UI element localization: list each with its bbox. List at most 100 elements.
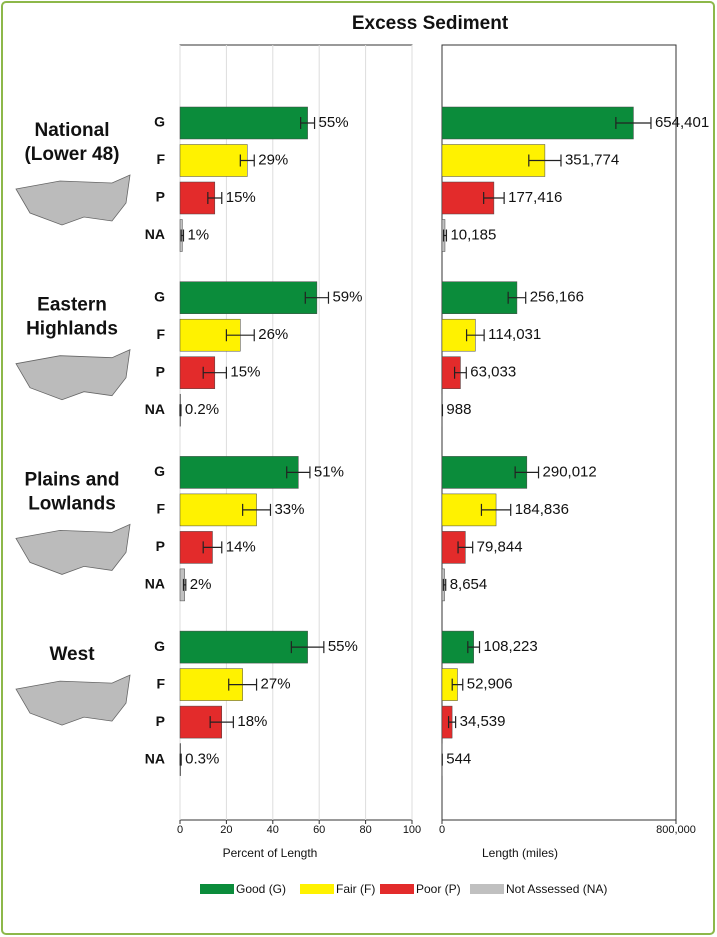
region-map [15,674,131,726]
region-map [15,349,131,401]
bar [179,106,308,140]
bar-label: P [156,363,165,379]
error-bar [239,154,255,167]
x-tick-label: 20 [220,824,232,836]
region-name: Highlands [26,319,118,340]
value-label: 52,906 [467,676,513,693]
bar-label: NA [145,401,165,417]
value-label: 51% [314,463,344,480]
bar-label: F [156,151,165,167]
bar-label: G [154,638,165,654]
error-bar [483,192,505,204]
value-label: 63,033 [470,364,516,381]
bar-label: F [156,501,165,517]
value-label: 0.2% [185,401,219,418]
legend-label: Poor (P) [416,882,461,896]
value-label: 18% [237,713,267,730]
legend-swatch [200,884,234,894]
region-name: Plains and [24,469,119,490]
value-label: 27% [261,676,291,693]
bar-label: F [156,675,165,691]
x-tick-label: 0 [439,824,445,836]
bar-label: P [156,713,165,729]
bar-label: P [156,189,165,205]
bar [179,281,318,314]
value-label: 29% [258,151,288,168]
error-bar [304,291,330,304]
value-label: 26% [258,326,288,343]
x-tick-label: 40 [267,824,279,836]
legend-label: Not Assessed (NA) [506,882,607,896]
plot-area [441,44,677,821]
value-label: 8,654 [450,576,488,593]
error-bar [228,678,258,691]
error-bar [467,641,481,654]
error-bar [457,541,474,554]
value-label: 2% [190,576,212,593]
error-bar [290,641,325,654]
error-bar [180,229,185,242]
error-bar [442,578,447,591]
value-label: 114,031 [488,326,541,343]
error-bar [514,466,540,479]
bar [179,630,308,664]
bar-label: G [154,288,165,304]
x-tick-label: 100 [403,824,421,836]
x-axis-label: Length (miles) [482,846,558,860]
region-map [15,523,131,575]
value-label: 988 [446,401,471,418]
error-bar [179,753,182,766]
x-tick-label: 0 [177,824,183,836]
region-name: Eastern [37,295,107,316]
error-bar [528,154,562,167]
bar [441,144,546,177]
bar [441,281,518,314]
region-name: Lowlands [28,493,116,514]
bar-label: NA [145,750,165,766]
error-bar [225,329,255,342]
error-bar [453,366,467,379]
bar-label: P [156,538,165,554]
value-label: 15% [226,189,256,206]
legend-label: Good (G) [236,882,286,896]
value-label: 108,223 [484,638,538,655]
value-label: 33% [274,501,304,518]
value-label: 14% [226,538,256,555]
bar [441,106,634,140]
error-bar [202,366,227,379]
bar-label: F [156,326,165,342]
value-label: 34,539 [460,713,506,730]
region-name: National [35,120,110,141]
region-name: (Lower 48) [24,144,119,165]
region-map [15,174,131,226]
error-bar [300,117,316,129]
bar [441,630,474,664]
value-label: 0.3% [185,751,219,768]
bar [179,144,248,177]
value-label: 290,012 [543,463,597,480]
value-label: 10,185 [450,226,496,243]
error-bar [182,578,187,591]
bar-label: G [154,114,165,130]
value-label: 55% [328,638,358,655]
value-label: 256,166 [530,289,584,306]
x-tick-label: 80 [359,824,371,836]
value-label: 654,401 [655,114,709,131]
legend-swatch [380,884,414,894]
error-bar [286,466,311,479]
legend-swatch [300,884,334,894]
bar-label: G [154,463,165,479]
error-bar [179,404,182,417]
error-bar [480,503,512,516]
bar [179,493,257,527]
value-label: 59% [332,289,362,306]
error-bar [209,716,234,729]
error-bar [451,678,464,691]
bar [441,456,528,489]
chart-title: Excess Sediment [352,13,509,34]
error-bar [465,329,485,342]
error-bar [442,229,448,242]
x-tick-label: 60 [313,824,325,836]
